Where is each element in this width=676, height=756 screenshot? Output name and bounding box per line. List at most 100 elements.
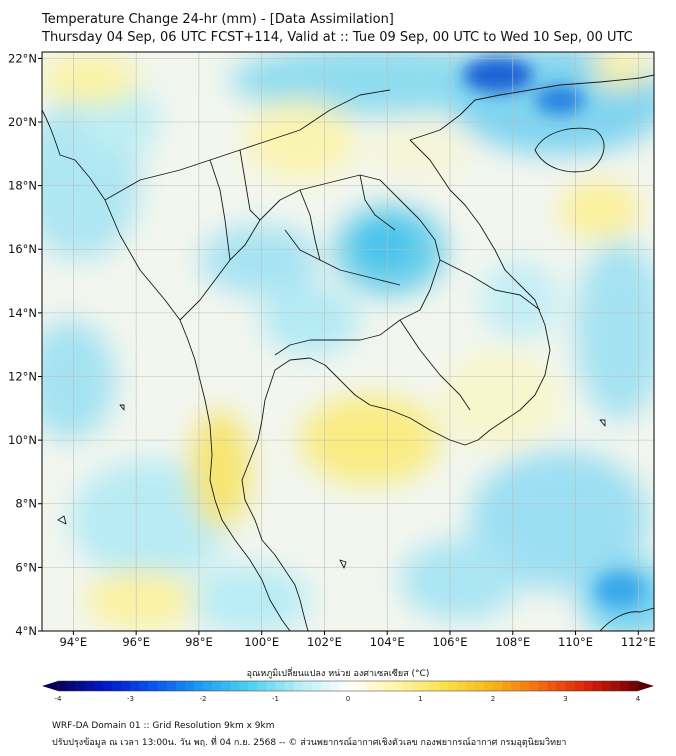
colorbar-cell xyxy=(175,681,186,691)
colorbar-cell xyxy=(239,681,249,691)
colorbar-cell xyxy=(193,681,204,691)
colorbar-cell xyxy=(85,681,95,691)
colorbar-cell xyxy=(465,681,476,691)
colorbar-cell xyxy=(502,681,512,691)
lon-axis: 94°E 96°E 98°E 100°E 102°E 104°E 106°E 108°E 110… xyxy=(60,631,656,649)
colorbar-cell xyxy=(384,681,394,691)
lon-tick-label: 106°E xyxy=(433,635,468,649)
lon-tick-label: 100°E xyxy=(244,635,279,649)
colorbar-cell xyxy=(520,681,530,691)
colorbar-cell xyxy=(529,681,539,691)
lon-tick-label: 94°E xyxy=(60,635,88,649)
colorbar-cell xyxy=(311,681,322,691)
colorbar-cell xyxy=(112,681,122,691)
colorbar-cell xyxy=(556,681,566,691)
lat-tick-label: 12°N xyxy=(8,369,37,383)
colorbar-cell xyxy=(203,681,213,691)
colorbar-tick-label: 4 xyxy=(636,695,641,703)
title-line-1: Temperature Change 24-hr (mm) - [Data As… xyxy=(42,12,394,27)
temperature-field xyxy=(42,52,654,631)
colorbar-cell xyxy=(402,681,412,691)
colorbar-cell xyxy=(601,681,612,691)
colorbar-cell xyxy=(103,681,113,691)
colorbar-tick-label: -1 xyxy=(272,695,279,703)
lon-tick-label: 104°E xyxy=(370,635,405,649)
lat-tick-label: 8°N xyxy=(15,497,37,511)
lat-tick-label: 20°N xyxy=(8,115,37,129)
colorbar-cell xyxy=(121,681,131,691)
colorbar-tick-label: 3 xyxy=(563,695,567,703)
colorbar-cell xyxy=(94,681,104,691)
colorbar-cell xyxy=(184,681,195,691)
lon-tick-label: 112°E xyxy=(621,635,656,649)
colorbar-cell xyxy=(610,681,621,691)
colorbar-cell xyxy=(248,681,258,691)
colorbar-cell xyxy=(58,681,68,691)
colorbar-cell xyxy=(230,681,240,691)
lat-tick-label: 16°N xyxy=(8,242,37,256)
colorbar-cell xyxy=(320,681,331,691)
lat-tick-label: 22°N xyxy=(8,51,37,65)
colorbar-cell xyxy=(411,681,421,691)
colorbar-cell xyxy=(139,681,149,691)
colorbar-cell xyxy=(493,681,503,691)
lon-tick-label: 96°E xyxy=(122,635,150,649)
colorbar-tick-label: -4 xyxy=(55,695,63,703)
colorbar-cell xyxy=(619,681,630,691)
colorbar-cell xyxy=(212,681,222,691)
colorbar-cell xyxy=(257,681,267,691)
colorbar-cell xyxy=(357,681,367,691)
lon-tick-label: 102°E xyxy=(307,635,342,649)
colorbar-cell xyxy=(574,681,584,691)
colorbar-tick-label: -3 xyxy=(127,695,134,703)
colorbar-cell xyxy=(565,681,575,691)
colorbar-cell xyxy=(67,681,77,691)
colorbar-cell xyxy=(420,681,430,691)
colorbar-cell xyxy=(348,681,358,691)
colorbar-cell xyxy=(429,681,439,691)
colorbar-cell xyxy=(511,681,521,691)
colorbar-cell xyxy=(592,681,603,691)
colorbar-tick-label: 1 xyxy=(418,695,422,703)
colorbar-cell xyxy=(148,681,158,691)
lat-axis: 4°N 6°N 8°N 10°N 12°N 14°N 16°N 18°N 20°N 22°N xyxy=(8,51,42,638)
lon-tick-label: 98°E xyxy=(185,635,213,649)
colorbar-tick-label: 2 xyxy=(491,695,495,703)
plot-frame xyxy=(41,51,655,632)
footer-line-1: WRF-DA Domain 01 :: Grid Resolution 9km … xyxy=(52,721,275,731)
coastlines xyxy=(42,74,654,631)
lon-tick-label: 108°E xyxy=(495,635,530,649)
lon-tick-label: 110°E xyxy=(558,635,593,649)
colorbar-cell xyxy=(76,681,86,691)
colorbar-cell xyxy=(221,681,231,691)
colorbar-cell xyxy=(338,681,349,691)
colorbar-cell xyxy=(628,681,639,691)
colorbar-cell xyxy=(157,681,168,691)
colorbar-cell xyxy=(275,681,285,691)
colorbar-cell xyxy=(583,681,593,691)
colorbar-cell xyxy=(284,681,294,691)
colorbar-cell xyxy=(393,681,403,691)
colorbar-tick-label: -2 xyxy=(200,695,207,703)
colorbar-cell xyxy=(447,681,458,691)
lat-tick-label: 10°N xyxy=(8,433,37,447)
colorbar-cell xyxy=(366,681,376,691)
colorbar-cell xyxy=(293,681,303,691)
lat-tick-label: 6°N xyxy=(15,560,37,574)
lat-tick-label: 14°N xyxy=(8,306,37,320)
colorbar-cell xyxy=(375,681,385,691)
colorbar: -4 -3 -2 -1 0 1 2 3 4 xyxy=(42,680,654,703)
colorbar-cell xyxy=(302,681,313,691)
colorbar-arrow-left xyxy=(42,681,58,691)
title-line-2: Thursday 04 Sep, 06 UTC FCST+114, Valid … xyxy=(42,30,633,45)
colorbar-cell xyxy=(130,681,140,691)
colorbar-cell xyxy=(456,681,467,691)
colorbar-cell xyxy=(474,681,485,691)
colorbar-cell xyxy=(166,681,177,691)
gridlines xyxy=(42,52,654,631)
colorbar-cell xyxy=(538,681,548,691)
colorbar-cell xyxy=(266,681,276,691)
colorbar-arrow-right xyxy=(638,681,654,691)
colorbar-cell xyxy=(547,681,557,691)
